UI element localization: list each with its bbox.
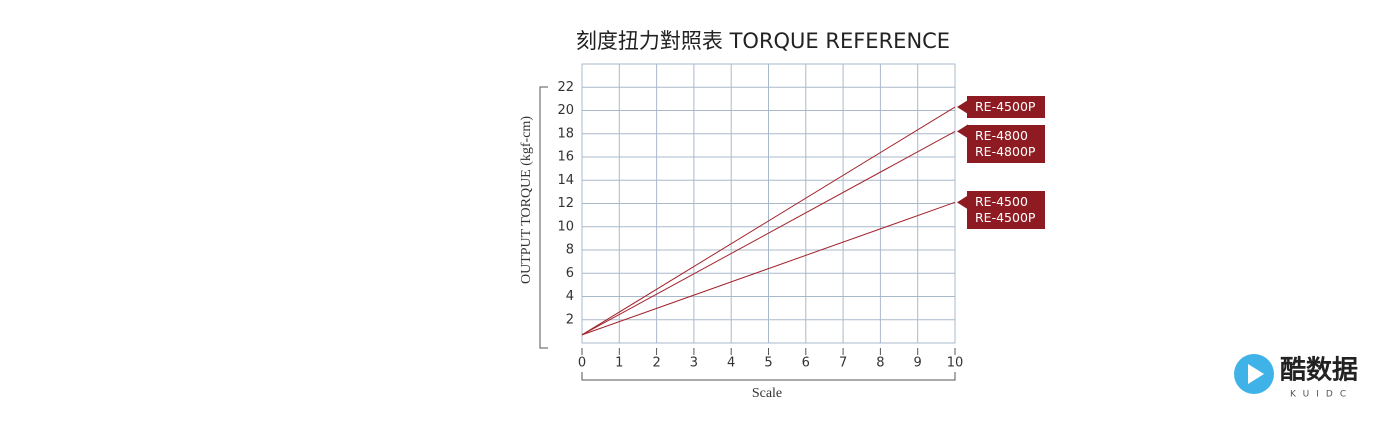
y-tick-label: 6	[566, 266, 574, 281]
x-tick-label: 3	[690, 356, 698, 371]
y-tick-label: 10	[557, 219, 574, 234]
y-tick-label: 22	[557, 80, 574, 95]
x-tick-label: 6	[802, 356, 810, 371]
watermark-text: 酷数据	[1280, 356, 1358, 386]
legend-label: RE-4500P	[967, 96, 1045, 118]
watermark-sub: KUIDC	[1290, 390, 1353, 400]
legend-pointer	[957, 195, 968, 210]
series-line	[581, 130, 956, 336]
legend-label: RE-4800 RE-4800P	[967, 125, 1045, 163]
x-tick-label: 8	[876, 356, 884, 371]
watermark-logo	[1234, 354, 1274, 394]
x-tick-label: 5	[764, 356, 772, 371]
x-tick-label: 0	[578, 356, 586, 371]
y-axis-label: OUTPUT TORQUE (kgf-cm)	[519, 116, 534, 284]
y-tick-label: 4	[566, 289, 574, 304]
x-bracket	[581, 372, 956, 381]
y-bracket	[539, 86, 548, 349]
y-tick-label: 14	[557, 173, 574, 188]
series-line	[581, 106, 956, 336]
x-tick-label: 9	[914, 356, 922, 371]
y-tick-label: 2	[566, 312, 574, 327]
legend-pointer	[957, 100, 968, 115]
x-tick-label: 2	[652, 356, 660, 371]
x-axis-label: Scale	[752, 386, 782, 401]
legend-label: RE-4500 RE-4500P	[967, 191, 1045, 230]
chart-title: 刻度扭力對照表 TORQUE REFERENCE	[576, 29, 950, 53]
x-tick-label: 10	[947, 356, 964, 371]
x-tick-label: 7	[839, 356, 847, 371]
y-tick-label: 20	[557, 103, 574, 118]
x-tick-label: 1	[615, 356, 623, 371]
y-tick-label: 16	[557, 150, 574, 165]
y-tick-label: 12	[557, 196, 574, 211]
y-tick-label: 8	[566, 243, 574, 258]
series-line	[581, 201, 956, 336]
legend-pointer	[957, 124, 968, 139]
y-tick-label: 18	[557, 126, 574, 141]
x-tick-label: 4	[727, 356, 735, 371]
